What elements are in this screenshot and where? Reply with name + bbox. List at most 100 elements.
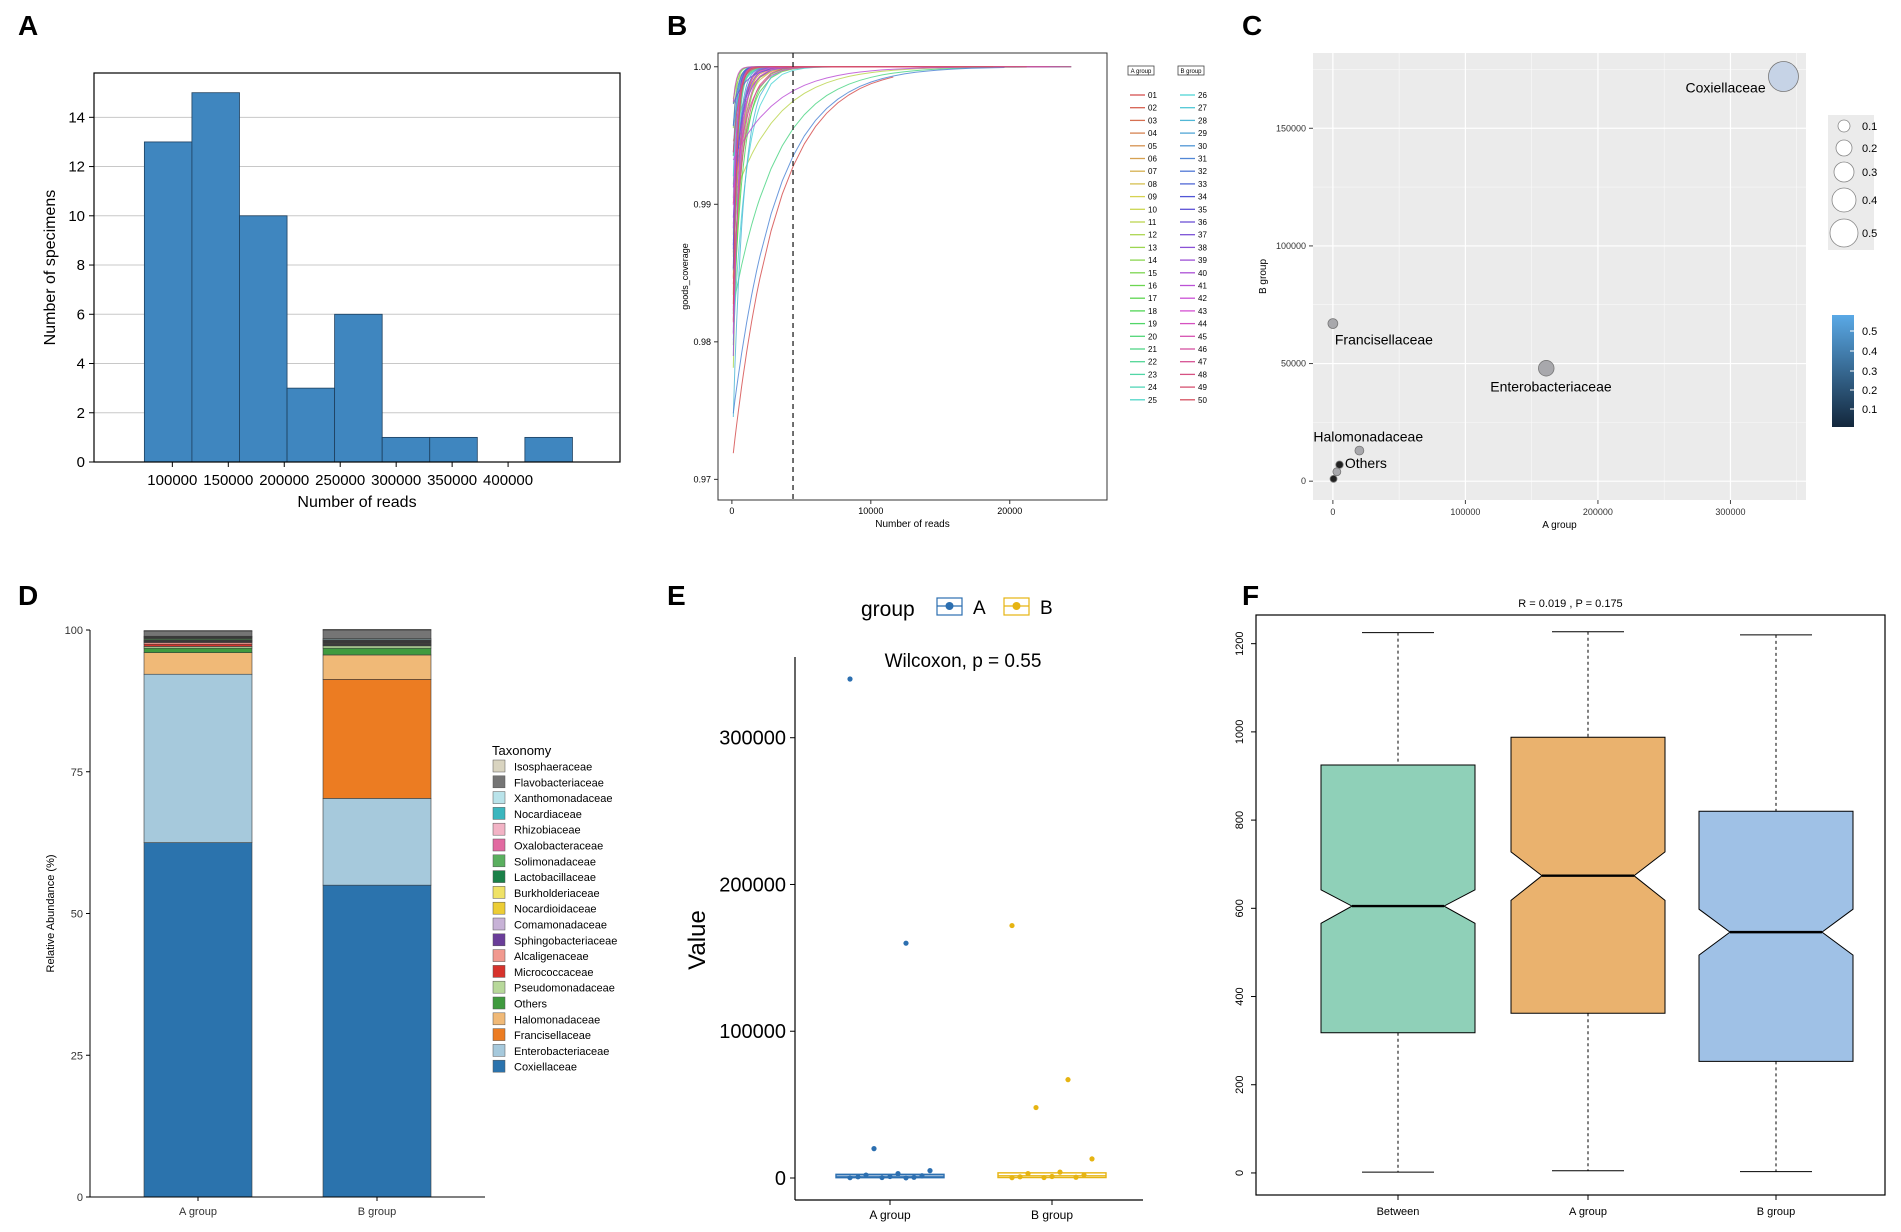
y-axis-label: goods_coverage — [680, 243, 690, 310]
legend-label: Xanthomonadaceae — [514, 793, 612, 805]
x-tick-label: B group — [1031, 1208, 1073, 1222]
data-point — [847, 1175, 853, 1181]
legend-label: 43 — [1198, 307, 1207, 316]
y-tick-label: 8 — [77, 257, 85, 274]
legend-label: 46 — [1198, 345, 1207, 354]
data-point — [919, 1173, 925, 1179]
legend-label: Isosphaeraceae — [514, 762, 592, 774]
legend-label: 05 — [1148, 142, 1157, 151]
legend-label: 30 — [1198, 142, 1207, 151]
legend-swatch — [492, 791, 506, 804]
x-tick-label: 100000 — [147, 472, 197, 489]
stack-segment — [143, 630, 253, 637]
coverage-line — [732, 66, 1027, 307]
legend-label: 39 — [1198, 256, 1207, 265]
size-legend-label: 0.3 — [1862, 167, 1877, 179]
y-tick-label: 0 — [77, 1192, 83, 1204]
bubble-label: Halomonadaceae — [1313, 429, 1423, 445]
legend-label: 12 — [1148, 231, 1157, 240]
panel-label-B: B — [667, 10, 687, 41]
legend-label: Flavobacteriaceae — [514, 777, 604, 789]
y-tick-label: 6 — [77, 306, 85, 323]
legend-label: 03 — [1148, 116, 1157, 125]
y-tick-label: 400 — [1234, 987, 1246, 1005]
legend-label: Halomonadaceae — [514, 1014, 600, 1026]
x-tick-label: A group — [1569, 1206, 1607, 1218]
y-tick-label: 1200 — [1234, 631, 1246, 655]
chart-c-bubble: 0 100000 200000 300000 0 50000 100000 150000 A g… — [1258, 53, 1877, 531]
legend-label: Micrococcaceae — [514, 967, 593, 979]
stack-segment — [143, 673, 253, 843]
legend-label: Alcaligenaceae — [514, 951, 589, 963]
y-axis-label: Number of specimens — [42, 190, 59, 346]
bubble-label: Others — [1345, 455, 1387, 471]
legend-label: Nocardioidaceae — [514, 904, 597, 916]
data-point — [1009, 922, 1015, 929]
data-point — [1065, 1077, 1071, 1083]
x-tick-label: 350000 — [427, 472, 477, 489]
x-tick-label: 100000 — [1450, 507, 1480, 517]
stack-segment — [143, 652, 253, 675]
legend-label: 04 — [1148, 129, 1157, 138]
data-point — [871, 1146, 877, 1152]
x-tick-label: 200000 — [259, 472, 309, 489]
x-tick-label: Between — [1377, 1206, 1420, 1218]
data-point — [1089, 1156, 1095, 1162]
y-tick-label: 150000 — [1276, 123, 1306, 133]
legend-label: 15 — [1148, 269, 1157, 278]
bubble-label: Enterobacteriaceae — [1490, 378, 1612, 394]
x-tick-label: 250000 — [315, 472, 365, 489]
legend-label: 18 — [1148, 307, 1157, 316]
x-axis-label: Number of reads — [875, 519, 949, 530]
color-legend-label: 0.1 — [1862, 404, 1877, 416]
y-tick-label: 200000 — [719, 874, 786, 896]
data-point — [911, 1174, 917, 1180]
legend-swatch — [492, 949, 506, 962]
legend-swatch — [492, 933, 506, 947]
color-legend-label: 0.5 — [1862, 326, 1877, 338]
hist-bar — [524, 436, 573, 463]
hist-bar — [334, 313, 383, 463]
legend-label: 23 — [1148, 370, 1157, 379]
legend-label: Pseudomonadaceae — [514, 983, 615, 995]
y-tick-label: 300000 — [719, 728, 786, 750]
legend-label: 34 — [1198, 193, 1207, 202]
legend-title: Taxonomy — [492, 743, 552, 758]
legend-label: Solimonadaceae — [514, 856, 596, 868]
bubble — [1768, 61, 1799, 92]
color-legend-label: 0.3 — [1862, 366, 1877, 378]
stack-segment — [143, 647, 253, 653]
legend-swatch — [492, 996, 506, 1010]
coverage-line — [732, 76, 894, 454]
legend-label: 19 — [1148, 320, 1157, 329]
legend-label: Francisellaceae — [514, 1030, 591, 1042]
coverage-legend: A group B group 01 02 03 04 05 06 07 08 09 10 11 12 13… — [1127, 65, 1207, 405]
legend-label: 26 — [1198, 91, 1207, 100]
x-tick-label: 300000 — [371, 472, 421, 489]
legend-label: Burkholderiaceae — [514, 888, 600, 900]
color-legend-label: 0.4 — [1862, 346, 1877, 358]
legend-title: group — [861, 598, 915, 621]
legend-label: Rhizobiaceae — [514, 825, 581, 837]
size-legend-label: 0.4 — [1862, 195, 1877, 207]
data-point — [1017, 1174, 1023, 1180]
legend-b-title: B group — [1180, 69, 1202, 75]
legend-label: 27 — [1198, 104, 1207, 113]
legend-label: 40 — [1198, 269, 1207, 278]
hist-bar — [191, 92, 240, 463]
plot-frame — [1255, 614, 1886, 1196]
legend-label: Others — [514, 999, 548, 1011]
legend-label: 37 — [1198, 231, 1207, 240]
stat-annotation: Wilcoxon, p = 0.55 — [885, 651, 1042, 672]
legend-swatch — [492, 980, 506, 994]
panel-label-A: A — [18, 10, 38, 41]
bubble — [1335, 460, 1344, 469]
data-point — [1073, 1174, 1079, 1180]
legend-swatch — [492, 1059, 506, 1073]
legend-label: 31 — [1198, 155, 1207, 164]
y-tick-label: 800 — [1234, 811, 1246, 829]
legend-swatch — [492, 822, 506, 836]
data-point — [847, 676, 853, 682]
y-tick-label: 50000 — [1281, 359, 1306, 369]
legend-label: 17 — [1148, 294, 1157, 303]
